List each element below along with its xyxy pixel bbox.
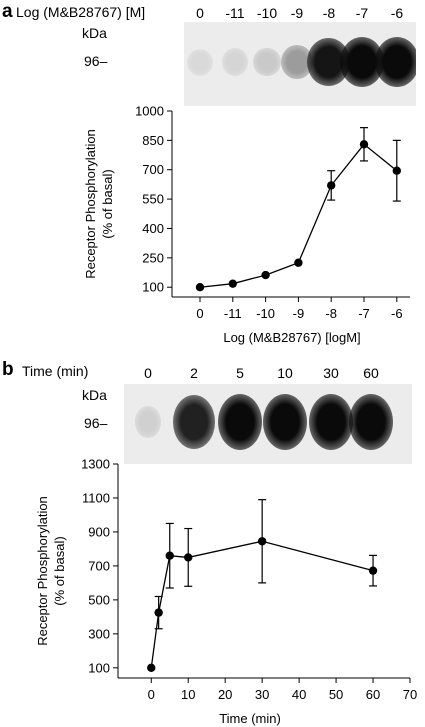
panel-a-blot-band <box>187 48 213 76</box>
panel-b-lane-label: 5 <box>236 365 244 381</box>
x-tick-label: 0 <box>148 687 155 702</box>
y-tick-label: 1300 <box>81 457 110 472</box>
data-point <box>327 181 336 190</box>
panel-a-kda-label: kDa <box>82 25 107 41</box>
panel-b-lane-label: 0 <box>144 365 152 381</box>
x-tick-label: 70 <box>403 687 417 702</box>
panel-a-lane-label: -7 <box>355 5 369 21</box>
x-tick-label: -10 <box>256 306 275 321</box>
data-point <box>294 258 303 267</box>
panel-b-kda-label: kDa <box>82 387 107 403</box>
panel-b-blot-header: Time (min) <box>22 363 89 379</box>
y-tick-label: 300 <box>88 626 110 641</box>
panel-b-lane-label: 10 <box>277 365 293 381</box>
panel-a-lane-label: -9 <box>290 5 304 21</box>
data-point <box>184 553 193 562</box>
panel-a-lane-label: -11 <box>225 5 245 21</box>
x-tick-label: 20 <box>218 687 232 702</box>
y-tick-label: 100 <box>142 280 164 295</box>
data-point <box>165 551 174 560</box>
y-axis-label: (% of basal) <box>100 169 115 238</box>
series-line <box>150 540 374 668</box>
x-tick-label: -6 <box>391 306 403 321</box>
panel-a-mw-marker: 96– <box>84 53 108 69</box>
x-tick-label: 50 <box>329 687 343 702</box>
panel-b-blot-band <box>134 406 162 438</box>
x-tick-label: -7 <box>358 306 370 321</box>
panel-a-western-blot <box>184 22 416 106</box>
data-point <box>368 566 378 575</box>
data-point <box>228 279 237 288</box>
panel-a-lane-label: -10 <box>256 5 278 21</box>
data-point <box>195 283 205 292</box>
panel-b-blot-band <box>349 394 393 450</box>
panel-a-letter: a <box>2 1 13 22</box>
data-point <box>147 663 156 673</box>
panel-a-lane-label: -6 <box>390 5 404 21</box>
data-point <box>359 140 369 149</box>
y-axis-label: Receptor Phosphorylation <box>83 129 98 279</box>
x-tick-label: -11 <box>224 306 242 321</box>
data-point <box>154 608 163 617</box>
panel-a-blot-band <box>221 48 249 76</box>
x-tick-label: 10 <box>181 687 195 702</box>
y-tick-label: 700 <box>88 558 110 573</box>
y-tick-label: 900 <box>88 524 110 539</box>
panel-b-blot-band <box>309 394 353 450</box>
data-point <box>392 166 401 175</box>
panel-a-lane-label: -8 <box>322 5 336 21</box>
y-tick-label: 100 <box>88 660 110 675</box>
panel-a-blot-band <box>375 37 416 87</box>
y-tick-label: 550 <box>142 192 164 207</box>
panel-b-blot-band <box>263 394 307 450</box>
panel-b-lane-label: 30 <box>323 365 339 381</box>
panel-a-blot-band <box>253 47 281 77</box>
panel-b-western-blot <box>124 384 412 464</box>
x-axis-label: Log (M&B28767) [logM] <box>223 330 360 345</box>
y-tick-label: 400 <box>142 221 164 236</box>
y-tick-label: 500 <box>88 592 110 607</box>
x-tick-label: -8 <box>325 306 337 321</box>
data-point <box>261 270 270 280</box>
x-tick-label: 60 <box>366 687 380 702</box>
y-tick-label: 850 <box>142 133 164 148</box>
y-axis-label: Receptor Phosphorylation <box>35 496 50 646</box>
panel-a-blot-header: Log (M&B28767) [M] <box>16 4 146 20</box>
x-tick-label: 40 <box>292 687 306 702</box>
x-axis-label: Time (min) <box>219 711 281 726</box>
x-tick-label: -9 <box>293 306 305 321</box>
y-tick-label: 1100 <box>82 490 110 505</box>
panel-b-letter: b <box>2 359 14 380</box>
panel-b-mw-marker: 96– <box>84 415 108 431</box>
panel-b-lane-label: 60 <box>363 365 379 381</box>
panel-b-blot-band <box>172 395 215 449</box>
data-point <box>257 537 267 546</box>
y-axis-label: (% of basal) <box>52 536 67 605</box>
x-tick-label: 0 <box>196 306 203 321</box>
panel-b-lane-label: 2 <box>190 365 198 381</box>
panel-a-lane-label: 0 <box>196 5 204 21</box>
y-tick-label: 250 <box>142 250 164 265</box>
y-tick-label: 700 <box>142 162 164 177</box>
x-tick-label: 30 <box>255 687 269 702</box>
panel-b-blot-band <box>218 394 262 450</box>
panel-a-blot-band <box>281 45 313 79</box>
y-tick-label: 1000 <box>135 104 164 119</box>
